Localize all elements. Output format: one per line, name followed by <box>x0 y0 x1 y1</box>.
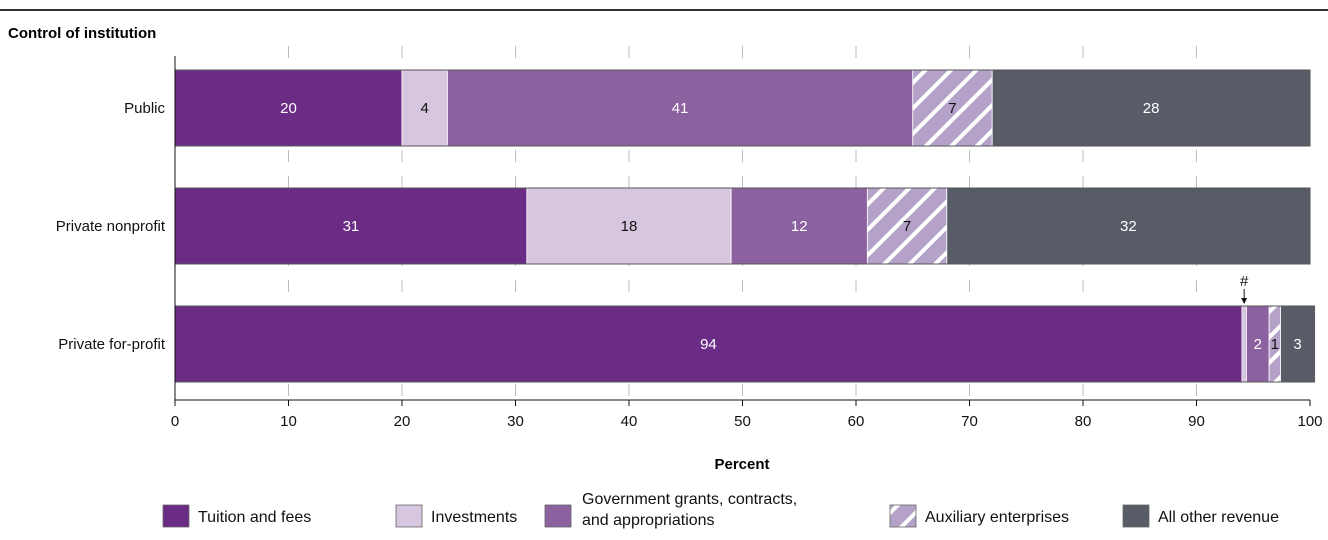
bar-value-label: 32 <box>1120 218 1137 235</box>
bar-value-label: 28 <box>1143 100 1160 117</box>
bar-segment <box>912 69 993 147</box>
bars: 20 4 41 7 28 31 18 12 7 32 94 #2 1 3 <box>174 69 1316 383</box>
bar-segment <box>1280 305 1315 383</box>
category-label: Public <box>124 100 165 117</box>
x-tick-label: 30 <box>507 413 524 430</box>
category-labels: Public Private nonprofit Private for-profi… <box>56 100 166 353</box>
x-tick-label: 0 <box>171 413 179 430</box>
bar-value-label: 4 <box>421 100 429 117</box>
bar-value-label: 31 <box>343 218 360 235</box>
bar-segment <box>946 187 1311 265</box>
x-tick-label: 100 <box>1297 413 1322 430</box>
x-tick-label: 70 <box>961 413 978 430</box>
bar-value-label: 18 <box>621 218 638 235</box>
y-axis-title: Control of institution <box>8 25 156 42</box>
bar-value-label: 12 <box>791 218 808 235</box>
bar-value-label: 7 <box>948 100 956 117</box>
label-pointer-head <box>1241 298 1248 304</box>
legend-label: and appropriations <box>582 512 715 529</box>
bar-segment <box>991 69 1311 147</box>
bar-value-label: 3 <box>1293 336 1301 353</box>
x-tick-label: 20 <box>394 413 411 430</box>
legend: Tuition and fees Investments Government gr… <box>162 491 1279 529</box>
legend-swatch <box>889 504 917 528</box>
legend-swatch <box>395 504 423 528</box>
category-label: Private for-profit <box>58 336 166 353</box>
legend-label: Investments <box>431 509 517 526</box>
x-tick-label: 50 <box>734 413 751 430</box>
legend-label: Auxiliary enterprises <box>925 509 1069 526</box>
bar-value-label: 1 <box>1271 336 1279 353</box>
x-axis-title: Percent <box>714 456 769 473</box>
bar-value-label: 2 <box>1254 336 1262 353</box>
category-label: Private nonprofit <box>56 218 166 235</box>
bar-segment <box>730 187 868 265</box>
x-tick-label: 80 <box>1075 413 1092 430</box>
legend-swatch <box>162 504 190 528</box>
bar-value-label: 94 <box>700 336 717 353</box>
bar-value-label: # <box>1240 273 1249 290</box>
x-tick-label: 10 <box>280 413 297 430</box>
x-tick-label: 40 <box>621 413 638 430</box>
legend-swatch <box>1122 504 1150 528</box>
bar-value-label: 7 <box>903 218 911 235</box>
x-axis: 0 10 20 30 40 50 60 70 80 90 100 <box>171 56 1323 430</box>
bar-segment <box>401 69 448 147</box>
bar-segment <box>174 187 528 265</box>
x-tick-label: 90 <box>1188 413 1205 430</box>
legend-label: Tuition and fees <box>198 509 311 526</box>
bar-segment <box>446 69 914 147</box>
legend-swatch <box>544 504 572 528</box>
legend-label: Government grants, contracts, <box>582 491 797 508</box>
bar-value-label: 41 <box>672 100 689 117</box>
legend-label: All other revenue <box>1158 509 1279 526</box>
bar-segment <box>1241 305 1247 383</box>
bar-value-label: 20 <box>280 100 297 117</box>
x-tick-label: 60 <box>848 413 865 430</box>
bar-segment <box>174 305 1243 383</box>
